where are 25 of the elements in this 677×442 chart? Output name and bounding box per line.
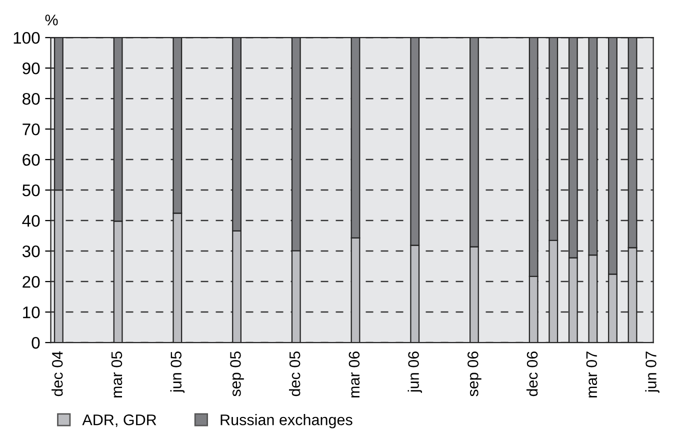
y-tick-label: 90 [22, 62, 40, 74]
y-tick-label: 70 [22, 123, 40, 136]
x-tick-label: jun 07 [645, 352, 660, 393]
y-tick-label: 20 [22, 276, 40, 288]
x-tick-label: dec 05 [289, 352, 300, 396]
x-tick-label: sep 06 [468, 352, 482, 396]
y-tick-label: 10 [23, 306, 40, 318]
y-tick-label: 0 [32, 336, 40, 349]
y-tick-label: 80 [22, 92, 40, 105]
y-tick-label: 30 [22, 245, 40, 258]
y-tick-label: 40 [22, 214, 40, 227]
x-tick-label: mar 05 [111, 352, 122, 398]
x-tick-label: sep 05 [230, 352, 244, 396]
y-tick-label: 100 [14, 32, 40, 44]
legend-label: ADR, GDR [82, 414, 156, 428]
x-tick-label: mar 06 [348, 352, 360, 398]
y-tick-label: 60 [22, 154, 40, 166]
x-tick-label: mar 07 [586, 352, 598, 398]
x-tick-label: jun 06 [408, 352, 422, 393]
y-axis-title: % [45, 14, 58, 26]
x-tick-label: dec 04 [52, 351, 63, 396]
y-tick-label: 50 [22, 184, 40, 196]
x-tick-label: dec 06 [526, 352, 538, 396]
legend-label: Russian exchanges [220, 414, 352, 428]
x-tick-label: jun 05 [170, 352, 185, 393]
